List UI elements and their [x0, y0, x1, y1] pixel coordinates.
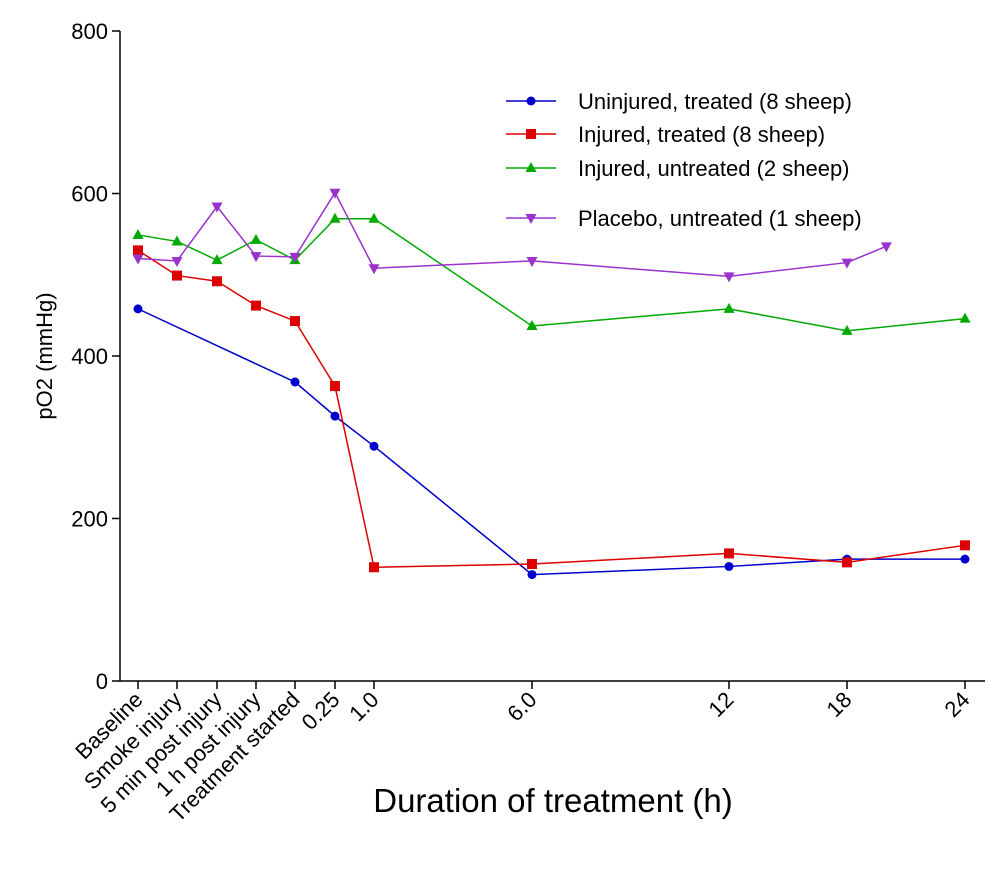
data-point	[841, 258, 853, 269]
data-point	[960, 540, 970, 551]
data-point	[960, 554, 970, 564]
data-point	[289, 252, 301, 263]
series-4	[132, 188, 892, 283]
data-point	[369, 441, 379, 451]
x-axis-title: Duration of treatment (h)	[373, 782, 733, 819]
data-point	[171, 256, 183, 267]
data-point	[133, 304, 143, 314]
data-point	[171, 235, 183, 246]
data-point	[724, 548, 734, 559]
legend-marker	[526, 129, 536, 139]
data-point	[527, 570, 537, 580]
series-3	[132, 212, 971, 335]
x-tick-label: 24	[940, 687, 975, 722]
series-layer	[132, 188, 971, 580]
legend-marker	[525, 162, 537, 172]
series-line	[137, 249, 966, 569]
y-axis-title: pO2 (mmHg)	[32, 292, 57, 419]
data-point	[369, 562, 379, 573]
data-point	[211, 202, 223, 213]
data-point	[132, 254, 144, 265]
y-tick-label: 400	[71, 344, 108, 369]
legend-item: Injured, untreated (2 sheep)	[506, 156, 850, 181]
legend-label: Uninjured, treated (8 sheep)	[578, 89, 852, 114]
y-tick-label: 200	[71, 507, 108, 532]
legend-marker	[525, 214, 537, 224]
data-point	[526, 256, 538, 267]
y-tick-label: 800	[71, 19, 108, 44]
data-point	[212, 276, 222, 287]
data-point	[251, 300, 261, 311]
data-point	[330, 381, 340, 392]
data-point	[526, 319, 538, 330]
data-point	[959, 312, 971, 323]
data-point	[368, 212, 380, 223]
y-tick-label: 600	[71, 182, 108, 207]
legend-item: Placebo, untreated (1 sheep)	[506, 206, 862, 231]
data-point	[329, 188, 341, 199]
series-2	[133, 245, 970, 573]
data-point	[172, 270, 182, 281]
legend-item: Uninjured, treated (8 sheep)	[506, 89, 852, 114]
data-point	[527, 559, 537, 569]
x-tick-label: 1.0	[344, 687, 383, 726]
data-point	[330, 411, 340, 421]
x-tick-label: 18	[822, 687, 857, 722]
data-point	[211, 254, 223, 265]
data-point	[329, 212, 341, 223]
series-1	[133, 304, 970, 580]
data-point	[723, 272, 735, 283]
series-line	[137, 308, 965, 576]
x-tick-label: 0.25	[297, 687, 345, 735]
y-tick-label: 0	[96, 669, 108, 694]
data-point	[133, 245, 143, 256]
data-point	[842, 557, 852, 568]
data-point	[723, 302, 735, 313]
data-point	[250, 233, 262, 244]
legend-label: Injured, treated (8 sheep)	[578, 122, 825, 147]
legend-label: Injured, untreated (2 sheep)	[578, 156, 850, 181]
data-point	[290, 316, 300, 327]
data-point	[132, 228, 144, 239]
data-point	[880, 242, 892, 253]
data-point	[250, 252, 262, 263]
data-point	[368, 264, 380, 275]
series-line	[137, 217, 966, 332]
x-tick-label: 12	[704, 687, 739, 722]
data-point	[290, 377, 300, 387]
data-point	[841, 324, 853, 335]
data-point	[724, 561, 734, 571]
legend-item: Injured, treated (8 sheep)	[506, 122, 825, 147]
x-tick-label: 6.0	[502, 687, 541, 726]
legend-marker	[526, 96, 536, 106]
legend: Uninjured, treated (8 sheep) Injured, tre…	[506, 89, 862, 231]
legend-label: Placebo, untreated (1 sheep)	[578, 206, 862, 231]
